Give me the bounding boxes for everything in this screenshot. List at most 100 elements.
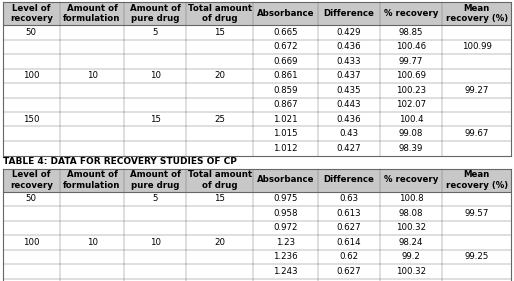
Bar	[3, 250, 511, 264]
Text: Absorbance: Absorbance	[257, 176, 315, 185]
Bar	[3, 169, 511, 191]
Text: 5: 5	[152, 28, 158, 37]
Text: Amount of
formulation: Amount of formulation	[63, 170, 121, 190]
Text: 0.861: 0.861	[273, 71, 298, 80]
Text: 99.57: 99.57	[465, 209, 489, 218]
Bar	[3, 69, 511, 83]
Text: 10: 10	[150, 238, 160, 247]
Text: 0.435: 0.435	[337, 86, 361, 95]
Text: 98.08: 98.08	[399, 209, 423, 218]
Bar	[3, 2, 511, 25]
Text: 1.23: 1.23	[276, 238, 295, 247]
Text: 98.24: 98.24	[399, 238, 423, 247]
Text: 25: 25	[214, 115, 225, 124]
Text: 100.32: 100.32	[396, 267, 426, 276]
Bar	[3, 264, 511, 278]
Text: 100.69: 100.69	[396, 71, 426, 80]
Text: 0.427: 0.427	[337, 144, 361, 153]
Bar	[3, 141, 511, 155]
Bar	[3, 235, 511, 250]
Text: 1.236: 1.236	[273, 252, 298, 261]
Text: 99.27: 99.27	[465, 86, 489, 95]
Text: 100.8: 100.8	[398, 194, 423, 203]
Text: 0.614: 0.614	[337, 238, 361, 247]
Text: 100: 100	[23, 238, 40, 247]
Text: Amount of
formulation: Amount of formulation	[63, 4, 121, 23]
Text: 1.015: 1.015	[273, 129, 298, 138]
Text: 100.32: 100.32	[396, 223, 426, 232]
Text: 5: 5	[152, 194, 158, 203]
Text: 150: 150	[23, 115, 40, 124]
Text: TABLE 4: DATA FOR RECOVERY STUDIES OF CP: TABLE 4: DATA FOR RECOVERY STUDIES OF CP	[3, 157, 237, 167]
Text: Amount of
pure drug: Amount of pure drug	[130, 170, 180, 190]
Bar	[3, 112, 511, 126]
Bar	[3, 40, 511, 54]
Text: 0.62: 0.62	[339, 252, 358, 261]
Bar	[3, 191, 511, 206]
Text: 100: 100	[23, 71, 40, 80]
Text: 0.975: 0.975	[273, 194, 298, 203]
Text: 100.99: 100.99	[462, 42, 491, 51]
Text: Total amount
of drug: Total amount of drug	[188, 4, 252, 23]
Text: 0.958: 0.958	[273, 209, 298, 218]
Text: 0.436: 0.436	[337, 115, 361, 124]
Text: 1.012: 1.012	[273, 144, 298, 153]
Text: 50: 50	[26, 194, 37, 203]
Text: Mean
recovery (%): Mean recovery (%)	[446, 4, 508, 23]
Text: 98.39: 98.39	[399, 144, 423, 153]
Text: 15: 15	[150, 115, 160, 124]
Text: 1.243: 1.243	[273, 267, 298, 276]
Text: 100.46: 100.46	[396, 42, 426, 51]
Text: 15: 15	[214, 194, 225, 203]
Text: Mean
recovery (%): Mean recovery (%)	[446, 170, 508, 190]
Text: 0.436: 0.436	[337, 42, 361, 51]
Text: 99.67: 99.67	[465, 129, 489, 138]
Bar	[3, 25, 511, 40]
Text: % recovery: % recovery	[384, 9, 438, 18]
Text: Level of
recovery: Level of recovery	[10, 4, 53, 23]
Text: 10: 10	[86, 238, 98, 247]
Text: 0.613: 0.613	[337, 209, 361, 218]
Bar	[3, 206, 511, 221]
Bar	[3, 221, 511, 235]
Text: 0.859: 0.859	[273, 86, 298, 95]
Text: 10: 10	[150, 71, 160, 80]
Bar	[3, 278, 511, 281]
Text: 99.25: 99.25	[465, 252, 489, 261]
Text: 0.437: 0.437	[337, 71, 361, 80]
Text: Difference: Difference	[323, 176, 374, 185]
Text: Level of
recovery: Level of recovery	[10, 170, 53, 190]
Text: Total amount
of drug: Total amount of drug	[188, 170, 252, 190]
Text: 10: 10	[86, 71, 98, 80]
Text: 0.433: 0.433	[337, 57, 361, 66]
Text: 0.672: 0.672	[273, 42, 298, 51]
Bar	[3, 83, 511, 98]
Text: 0.665: 0.665	[273, 28, 298, 37]
Text: 0.429: 0.429	[337, 28, 361, 37]
Text: 99.2: 99.2	[401, 252, 420, 261]
Text: % recovery: % recovery	[384, 176, 438, 185]
Text: 50: 50	[26, 28, 37, 37]
Text: 100.23: 100.23	[396, 86, 426, 95]
Text: 15: 15	[214, 28, 225, 37]
Text: 0.627: 0.627	[337, 223, 361, 232]
Text: 20: 20	[214, 71, 225, 80]
Bar	[3, 126, 511, 141]
Text: 99.08: 99.08	[399, 129, 423, 138]
Text: 0.63: 0.63	[339, 194, 358, 203]
Text: Absorbance: Absorbance	[257, 9, 315, 18]
Text: 0.443: 0.443	[337, 100, 361, 109]
Bar	[3, 98, 511, 112]
Text: Amount of
pure drug: Amount of pure drug	[130, 4, 180, 23]
Text: 0.867: 0.867	[273, 100, 298, 109]
Text: 20: 20	[214, 238, 225, 247]
Text: 0.972: 0.972	[273, 223, 298, 232]
Text: 102.07: 102.07	[396, 100, 426, 109]
Text: 0.627: 0.627	[337, 267, 361, 276]
Text: 0.43: 0.43	[339, 129, 358, 138]
Text: 98.85: 98.85	[399, 28, 423, 37]
Bar	[3, 54, 511, 69]
Text: 100.4: 100.4	[398, 115, 423, 124]
Text: Difference: Difference	[323, 9, 374, 18]
Text: 1.021: 1.021	[273, 115, 298, 124]
